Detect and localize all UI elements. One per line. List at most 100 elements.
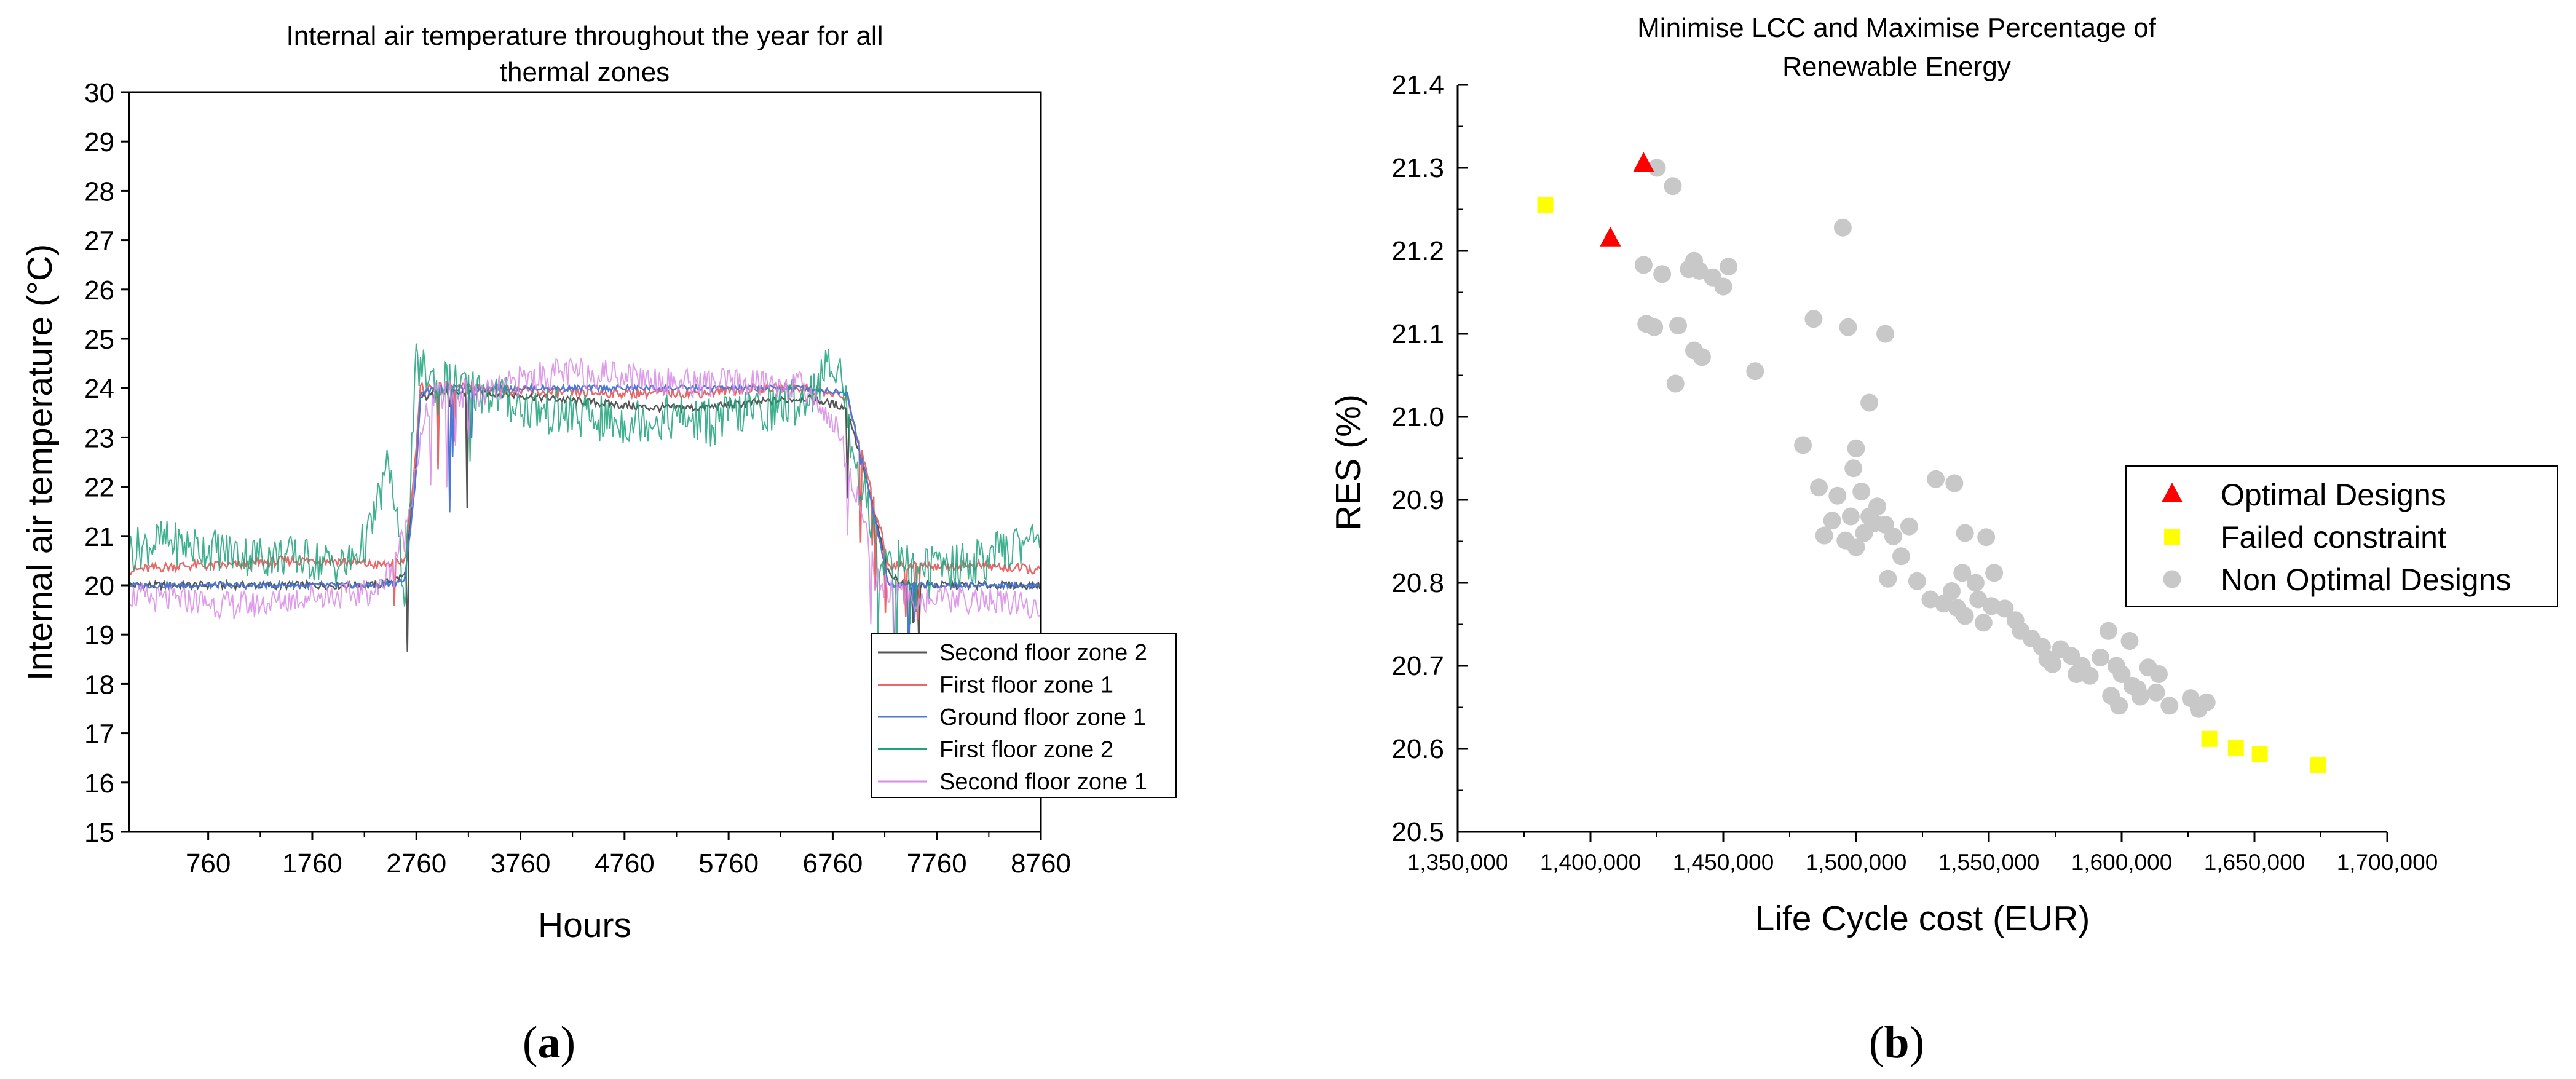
chart-a-x-axis-label: Hours (538, 906, 631, 945)
chart-b-y-tick-label: 20.5 (1391, 817, 1444, 847)
chart-b-y-tick-label: 21.1 (1391, 319, 1444, 349)
chart-a-legend: Second floor zone 2 First floor zone 1 Gro… (871, 633, 1177, 798)
chart-b-point-optimal-designs (1600, 226, 1621, 247)
chart-b-point-non-optimal-designs (1815, 526, 1833, 545)
chart-b-point-non-optimal-designs (2120, 632, 2139, 650)
chart-a-y-tick-label: 27 (84, 226, 114, 256)
chart-b-y-tick-label: 21.2 (1391, 236, 1444, 266)
chart-b-point-non-optimal-designs (1648, 159, 1666, 177)
chart-a-title-line2: thermal zones (500, 57, 670, 87)
chart-b-point-non-optimal-designs (2091, 649, 2109, 666)
chart-b-point-non-optimal-designs (1953, 564, 1972, 582)
chart-b-point-non-optimal-designs (1847, 439, 1865, 457)
chart-b-point-non-optimal-designs (2160, 697, 2179, 715)
chart-b-point-non-optimal-designs (1828, 486, 1847, 505)
chart-a-y-tick-label: 26 (84, 275, 114, 306)
chart-b-point-non-optimal-designs (1847, 538, 1865, 556)
chart-b-legend-label-optimal-designs: Optimal Designs (2221, 478, 2446, 512)
chart-a-x-tick-label: 7760 (907, 848, 967, 879)
chart-b-point-non-optimal-designs (1892, 547, 1910, 566)
chart-a-y-tick-label: 29 (84, 127, 114, 157)
chart-b-point-failed-constraint (2251, 746, 2268, 762)
chart-b-legend-box (2125, 465, 2558, 607)
chart-b-point-non-optimal-designs (1823, 512, 1841, 530)
chart-b-x-tick-label: 1,700,000 (2337, 850, 2438, 875)
chart-a-y-tick-label: 16 (84, 769, 114, 799)
chart-a-x-tick-label: 2760 (386, 848, 446, 879)
chart-b-legend-label-non-optimal-designs: Non Optimal Designs (2221, 563, 2511, 597)
chart-a-title-line1: Internal air temperature throughout the … (286, 21, 883, 51)
chart-b-point-non-optimal-designs (2131, 687, 2149, 706)
panel-label-a-letter: a (538, 1018, 561, 1068)
chart-a-y-tick-label: 30 (84, 78, 114, 108)
chart-b-point-non-optimal-designs (1966, 574, 1985, 592)
chart-b-legend-marker-failed-constraint (2164, 529, 2180, 545)
chart-a-series-layer (129, 343, 1041, 688)
chart-b-point-non-optimal-designs (2197, 693, 2216, 711)
chart-a-x-tick-label: 5760 (698, 848, 759, 879)
chart-b-point-non-optimal-designs (1982, 597, 2001, 615)
chart-b-point-non-optimal-designs (1996, 599, 2014, 618)
chart-a-y-tick-label: 28 (84, 176, 114, 207)
chart-b-point-non-optimal-designs (2149, 665, 2168, 683)
chart-b-x-tick-label: 1,550,000 (1938, 850, 2040, 875)
chart-a-legend-entries: Second floor zone 2 First floor zone 1 Gro… (878, 640, 1147, 795)
chart-b-point-non-optimal-designs (2080, 666, 2099, 685)
chart-b-y-tick-label: 20.7 (1391, 651, 1444, 681)
chart-b-legend-label-failed-constraint: Failed constraint (2221, 520, 2446, 555)
chart-b-point-non-optimal-designs (1884, 527, 1902, 545)
chart-a-y-tick-label: 17 (84, 719, 114, 749)
chart-a-x-tick-label: 3760 (491, 848, 551, 879)
chart-b-point-non-optimal-designs (1833, 218, 1852, 237)
chart-b-legend: Optimal Designs Failed constraint Non Opti… (2125, 465, 2558, 607)
chart-b-point-non-optimal-designs (1900, 517, 1918, 536)
panel-label-a: (a) (523, 1018, 575, 1068)
chart-b-point-non-optimal-designs (1664, 177, 1682, 196)
chart-a-y-tick-label: 15 (84, 818, 114, 848)
chart-b-point-non-optimal-designs (1852, 483, 1871, 500)
chart-a-y-tick-label: 21 (84, 522, 114, 552)
chart-b-y-tick-label: 20.8 (1391, 568, 1444, 598)
chart-a: Internal air temperature throughout the … (20, 21, 1177, 945)
chart-b-y-tick-label: 20.6 (1391, 734, 1444, 764)
panel-label-b-close: ) (1910, 1018, 1925, 1068)
chart-b-point-non-optimal-designs (1943, 582, 1961, 600)
chart-a-y-axis-label: Internal air temperature (°C) (20, 244, 60, 681)
chart-a-y-tick-label: 22 (84, 473, 114, 503)
chart-a-y-tick-label: 23 (84, 423, 114, 453)
chart-a-legend-label-second-floor-zone-1: Second floor zone 1 (939, 769, 1147, 795)
chart-b-x-tick-label: 1,500,000 (1806, 850, 1907, 875)
chart-b-point-non-optimal-designs (1714, 277, 1732, 296)
chart-b-point-non-optimal-designs (1666, 374, 1685, 393)
chart-b-point-non-optimal-designs (1720, 258, 1738, 276)
chart-b-point-non-optimal-designs (1746, 362, 1764, 381)
chart-b-point-non-optimal-designs (2099, 622, 2117, 640)
chart-a-x-tick-label: 4760 (595, 848, 655, 879)
chart-b-legend-marker-optimal-designs (2162, 483, 2183, 502)
chart-b-x-tick-label: 1,400,000 (1540, 850, 1642, 875)
chart-b-point-non-optimal-designs (1868, 497, 1887, 516)
chart-b-point-non-optimal-designs (1945, 474, 1964, 492)
chart-b-point-optimal-designs (1633, 152, 1654, 172)
chart-b-point-non-optimal-designs (2068, 665, 2086, 683)
chart-b-x-axis-label: Life Cycle cost (EUR) (1755, 899, 2090, 938)
chart-b-y-tick-label: 21.3 (1391, 153, 1444, 183)
chart-a-plot-frame (128, 91, 1042, 833)
chart-b-point-non-optimal-designs (1865, 514, 1884, 532)
chart-a-legend-label-first-floor-zone-2: First floor zone 2 (939, 737, 1113, 763)
chart-b-x-tick-label: 1,350,000 (1407, 850, 1509, 875)
chart-b-legend-entries: Optimal Designs Failed constraint Non Opti… (2162, 478, 2511, 597)
chart-b-point-non-optimal-designs (1879, 569, 1897, 588)
panel-label-a-close: ) (561, 1018, 576, 1068)
chart-b-point-non-optimal-designs (1634, 256, 1653, 274)
chart-a-x-tick-label: 1760 (282, 848, 342, 879)
panel-label-b-open: ( (1869, 1018, 1884, 1068)
chart-b-title-line1: Minimise LCC and Maximise Percentage of (1637, 13, 2156, 43)
chart-a-series-line-ground-floor-zone-1 (129, 382, 1040, 657)
chart-b-point-failed-constraint (2310, 757, 2326, 773)
chart-b-point-non-optimal-designs (2147, 683, 2165, 702)
chart-a-y-ticks: 15 16 17 18 19 20 21 22 23 24 25 26 27 28 29 30 (84, 78, 129, 848)
panel-label-b-letter: b (1884, 1018, 1909, 1068)
chart-a-y-tick-label: 25 (84, 325, 114, 355)
